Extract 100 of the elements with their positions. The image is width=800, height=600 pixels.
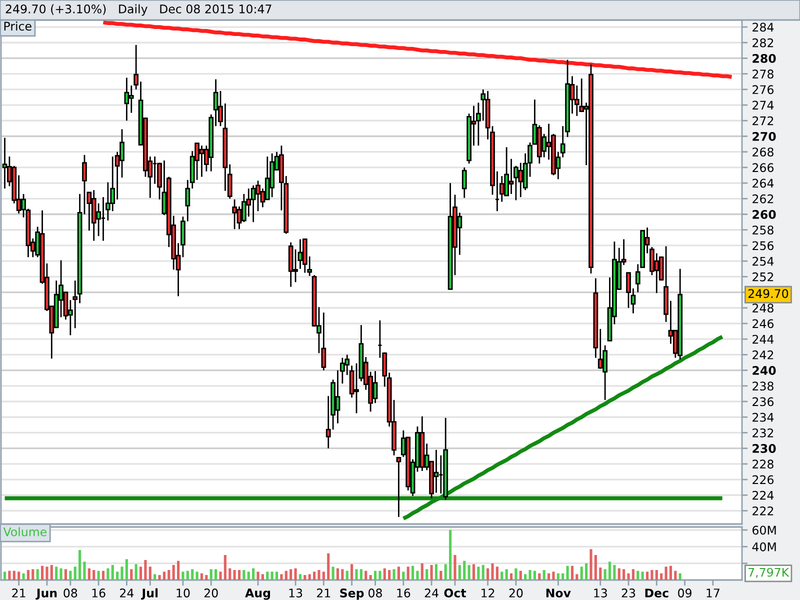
- bar: [196, 572, 198, 580]
- bar: [388, 570, 391, 580]
- x-tick-label: 13: [289, 588, 302, 598]
- x-tick-label: 08: [64, 588, 78, 598]
- bar: [290, 569, 292, 580]
- x-tick-label: 23: [622, 588, 636, 598]
- y-axis-title: Volume: [3, 527, 47, 536]
- bar: [449, 530, 452, 580]
- bar: [275, 572, 278, 580]
- bar: [613, 565, 616, 580]
- bar: [252, 568, 255, 580]
- bar: [627, 573, 630, 580]
- bar: [528, 570, 532, 580]
- bar: [378, 570, 382, 580]
- bar: [168, 570, 170, 580]
- bar: [130, 569, 133, 580]
- x-tick-label: Oct: [444, 588, 466, 598]
- bar: [46, 566, 48, 580]
- bar: [88, 568, 90, 580]
- bar: [78, 550, 82, 580]
- bar: [102, 570, 105, 580]
- bar: [524, 574, 527, 580]
- bar: [26, 570, 30, 580]
- bar: [148, 566, 152, 580]
- bar: [318, 570, 320, 580]
- bar: [256, 572, 260, 580]
- bar: [369, 575, 372, 580]
- candlestick: [462, 166, 467, 199]
- x-tick-label: Jul: [141, 588, 158, 600]
- bar: [8, 570, 11, 580]
- bar: [562, 573, 564, 580]
- bar: [420, 563, 424, 580]
- bar: [200, 573, 204, 580]
- bar: [458, 565, 461, 580]
- bar: [632, 569, 634, 580]
- bar: [294, 568, 297, 580]
- y-tick-label: 242: [752, 350, 774, 360]
- y-tick-label: 260: [752, 210, 776, 219]
- bar: [514, 568, 518, 580]
- candlestick: [128, 84, 134, 114]
- x-tick-label: Dec: [645, 588, 668, 598]
- y-tick-label: 226: [752, 475, 774, 484]
- bar: [660, 573, 663, 580]
- candlestick: [396, 456, 402, 518]
- bar: [205, 575, 208, 580]
- bar: [238, 570, 241, 580]
- x-tick-label: 12: [482, 588, 494, 598]
- bar: [139, 566, 142, 580]
- y-tick-label: 282: [752, 38, 774, 48]
- bar: [182, 572, 184, 580]
- bar: [434, 564, 438, 580]
- x-tick-label: Nov: [546, 588, 571, 598]
- bar: [533, 570, 536, 580]
- x-tick-label: 20: [509, 588, 523, 598]
- bar: [111, 565, 114, 580]
- bar: [304, 575, 306, 580]
- bar: [12, 570, 16, 580]
- bar: [364, 570, 368, 580]
- bar: [355, 569, 358, 580]
- bar: [97, 570, 100, 580]
- y-tick-label: 274: [752, 100, 774, 110]
- bar: [599, 568, 602, 580]
- y-axis-title: Price: [4, 22, 32, 31]
- bar: [383, 568, 386, 580]
- bar: [224, 555, 226, 580]
- bar: [341, 569, 344, 580]
- y-tick-label: 272: [752, 116, 774, 126]
- bar: [374, 570, 377, 580]
- bar: [552, 572, 555, 580]
- bar: [120, 566, 124, 580]
- y-tick-label: 222: [752, 506, 774, 516]
- bar: [32, 569, 34, 580]
- text: 7,797K: [748, 568, 790, 578]
- bar: [36, 569, 39, 580]
- text: 249.70: [748, 289, 788, 298]
- bar: [186, 570, 189, 580]
- bar: [622, 569, 626, 580]
- y-tick-label: 258: [752, 226, 774, 235]
- bar: [214, 569, 218, 580]
- bar: [210, 569, 212, 580]
- bar: [228, 568, 232, 580]
- bar: [538, 573, 541, 580]
- bar: [608, 562, 612, 580]
- bar: [636, 570, 640, 580]
- x-tick-label: 16: [397, 588, 410, 598]
- bar: [280, 574, 283, 580]
- line-series: [101, 20, 734, 79]
- bar: [646, 572, 649, 580]
- bar: [69, 570, 72, 580]
- bar: [162, 572, 166, 580]
- x-tick-label: Jun: [36, 588, 57, 600]
- y-tick-label: 236: [752, 397, 774, 406]
- bar: [542, 570, 546, 580]
- bar: [64, 569, 68, 580]
- bar: [440, 570, 442, 580]
- bar: [664, 566, 668, 580]
- y-tick-label: 270: [752, 132, 776, 141]
- bar: [191, 569, 194, 580]
- x-tick-label: 24: [424, 588, 438, 598]
- bar: [604, 569, 606, 580]
